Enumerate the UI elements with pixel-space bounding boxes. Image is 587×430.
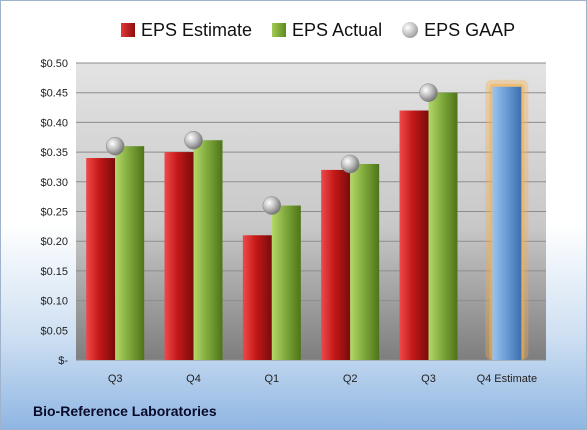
y-tick-label: $0.35 <box>40 147 68 159</box>
y-tick-label: $0.40 <box>40 117 68 129</box>
bar-actual <box>193 140 223 360</box>
legend-label-estimate: EPS Estimate <box>141 19 253 40</box>
x-tick-label: Q3 <box>421 373 436 385</box>
bar-estimate <box>399 110 429 361</box>
eps-chart: $- $0.05 $0.10 $0.15 $0.20 $0.25 $0.30 $0.35 $0.… <box>40 58 546 385</box>
y-tick-label: $- <box>58 355 68 367</box>
y-tick-label: $0.25 <box>40 207 68 219</box>
bars <box>86 79 529 361</box>
bar-forecast <box>492 86 522 360</box>
bar-actual <box>271 205 301 360</box>
x-axis-ticks: Q3 Q4 Q1 Q2 Q3 Q4 Estimate <box>108 373 537 385</box>
gridlines <box>76 62 546 361</box>
x-tick-label: Q4 <box>186 373 201 385</box>
bar-estimate <box>242 235 272 360</box>
y-tick-label: $0.20 <box>40 236 68 248</box>
x-tick-label: Q2 <box>343 373 358 385</box>
y-tick-label: $0.30 <box>40 177 68 189</box>
legend: EPS Estimate EPS Actual EPS GAAP <box>121 16 515 44</box>
bar-actual <box>350 163 380 360</box>
gaap-swatch <box>402 22 419 38</box>
gaap-marker <box>184 130 203 150</box>
y-tick-label: $0.45 <box>40 88 68 100</box>
bar-estimate <box>86 158 116 360</box>
company-name: Bio-Reference Laboratories <box>33 403 217 419</box>
legend-label-gaap: EPS GAAP <box>424 19 516 40</box>
x-tick-label: Q1 <box>264 373 279 385</box>
bar-actual <box>115 146 145 360</box>
legend-item-estimate: EPS Estimate <box>121 20 252 41</box>
legend-item-actual: EPS Actual <box>272 20 382 41</box>
y-tick-label: $0.10 <box>40 296 68 308</box>
bar-estimate <box>164 152 194 360</box>
gaap-marker <box>340 154 360 174</box>
estimate-swatch <box>121 23 135 37</box>
x-tick-label: Q4 Estimate <box>477 373 538 385</box>
y-tick-label: $0.50 <box>40 58 68 70</box>
gaap-marker <box>262 196 282 215</box>
gaap-marker <box>105 136 125 156</box>
y-tick-label: $0.15 <box>40 266 68 278</box>
x-tick-label: Q3 <box>108 373 123 385</box>
gaap-marker <box>419 83 438 102</box>
legend-item-gaap: EPS GAAP <box>402 20 515 41</box>
legend-label-actual: EPS Actual <box>292 19 383 40</box>
y-tick-label: $0.05 <box>40 325 68 337</box>
y-axis-ticks: $- $0.05 $0.10 $0.15 $0.20 $0.25 $0.30 $0.35 $0.… <box>40 58 68 367</box>
bar-estimate <box>321 169 351 360</box>
bar-actual <box>428 92 458 360</box>
actual-swatch <box>272 23 287 37</box>
